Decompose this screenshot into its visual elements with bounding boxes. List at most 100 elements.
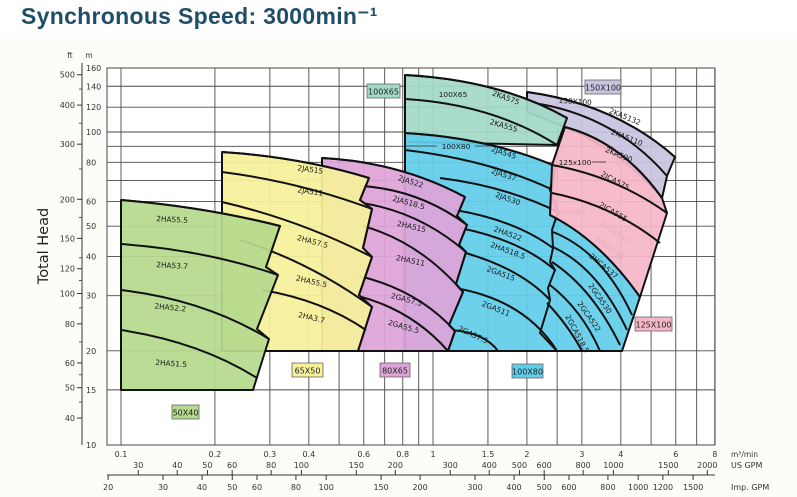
y-tick-label-ft: 60 (65, 359, 75, 368)
performance-curve (552, 231, 633, 316)
x-unit-imp-gpm: Imp. GPM (731, 483, 769, 492)
x-tick-label-us-gpm: 600 (537, 461, 552, 470)
x-tick-label-us-gpm: 80 (266, 461, 276, 470)
series-tag-box (634, 316, 673, 332)
y-tick-label-m: 140 (86, 82, 101, 91)
y-tick-label-ft: 40 (65, 414, 75, 423)
series-tag-label: 65X50 (295, 367, 321, 376)
x-tick-label-us-gpm: 400 (482, 461, 497, 470)
performance-curve (120, 329, 258, 379)
x-tick-label-imp-gpm: 40 (197, 483, 207, 492)
x-tick-label-m3min: 0.8 (396, 450, 409, 459)
x-tick-label-m3min: 6 (673, 450, 678, 459)
y-tick-label-m: 100 (86, 128, 101, 137)
performance-curve (447, 196, 469, 352)
performance-curve (362, 225, 464, 293)
performance-curve (549, 284, 601, 352)
y-tick-label-ft: 100 (60, 290, 75, 299)
series-tag-125x100: 125X100 (634, 316, 673, 332)
series-tag-box (511, 363, 544, 379)
series-tag-label: 125X100 (635, 321, 671, 330)
performance-curve (459, 227, 556, 271)
y-tick-label-ft: 150 (60, 234, 75, 243)
x-tick-label-m3min: 2 (524, 450, 529, 459)
y-tick-label-m: 120 (86, 103, 101, 112)
page-title: Synchronous Speed: 3000min⁻¹ (21, 3, 378, 29)
y-tick-label-m: 40 (86, 253, 96, 262)
y-tick-label-m: 30 (86, 292, 96, 301)
y-axis-title: Total Head (36, 208, 52, 285)
x-tick-label-us-gpm: 1500 (658, 461, 678, 470)
x-tick-label-m3min: 1.5 (482, 450, 495, 459)
x-tick-label-m3min: 0.1 (115, 450, 128, 459)
performance-curve (358, 275, 456, 332)
performance-curve (551, 192, 661, 244)
y-tick-label-m: 15 (86, 386, 96, 395)
series-tag-label: 80X65 (382, 367, 408, 376)
y-tick-label-ft: 400 (60, 101, 75, 110)
series-tag-65x50: 65X50 (291, 362, 324, 378)
x-tick-label-imp-gpm: 30 (158, 483, 168, 492)
y-tick-label-m: 60 (86, 197, 96, 206)
performance-curve (526, 91, 676, 158)
x-tick-label-imp-gpm: 1200 (653, 483, 673, 492)
model-label: 2JA511 (297, 185, 324, 198)
x-tick-label-us-gpm: 50 (202, 461, 212, 470)
y-tick-label-ft: 500 (60, 71, 75, 80)
model-label: 100X80 (442, 142, 471, 151)
y-tick-label-m: 10 (86, 441, 96, 450)
x-tick-label-us-gpm: 30 (133, 461, 143, 470)
x-tick-label-m3min: 0.6 (357, 450, 370, 459)
series-tag-box (366, 83, 401, 99)
model-label: 2HA51.5 (155, 358, 188, 369)
y-unit-m: m (85, 51, 92, 60)
x-tick-label-us-gpm: 2000 (697, 461, 717, 470)
x-tick-label-m3min: 3 (579, 450, 584, 459)
x-tick-label-imp-gpm: 200 (412, 483, 427, 492)
x-tick-label-imp-gpm: 1500 (683, 483, 703, 492)
y-tick-label-ft: 80 (65, 320, 75, 329)
performance-curve (404, 74, 568, 119)
performance-curve (221, 171, 373, 210)
x-tick-label-us-gpm: 500 (512, 461, 527, 470)
series-tag-box (171, 404, 200, 420)
x-tick-label-us-gpm: 150 (349, 461, 364, 470)
series-tag-box (291, 362, 324, 378)
series-tag-50x40: 50X40 (171, 404, 200, 420)
x-tick-label-imp-gpm: 800 (600, 483, 615, 492)
x-tick-label-imp-gpm: 300 (467, 483, 482, 492)
plot-frame (106, 67, 716, 446)
performance-curve (454, 287, 558, 352)
x-tick-label-us-gpm: 200 (388, 461, 403, 470)
series-tag-label: 100X80 (512, 368, 543, 377)
series-tag-label: 50X40 (173, 409, 199, 418)
model-label: 2HA55.5 (156, 214, 188, 225)
x-tick-label-imp-gpm: 20 (103, 483, 113, 492)
series-tag-box (379, 362, 411, 378)
x-axes: 0.1 0.2 0.3 0.4 0.6 0.8 1 1.5 2 3 4 6 8 30 40 50 60 80 100… (103, 450, 769, 492)
x-tick-label-us-gpm: 300 (443, 461, 458, 470)
x-tick-label-imp-gpm: 500 (537, 483, 552, 492)
y-tick-label-m: 160 (86, 64, 101, 73)
series-tag-100x80: 100X80 (511, 363, 544, 379)
performance-curve (357, 177, 374, 352)
y-tick-label-m: 20 (86, 347, 96, 356)
x-tick-label-m3min: 8 (712, 450, 717, 459)
y-tick-label-m: 80 (86, 158, 96, 167)
series-tag-150x100: 150X100 (584, 79, 622, 95)
x-tick-label-us-gpm: 100 (294, 461, 309, 470)
performance-curve (539, 103, 668, 177)
region-fill (120, 199, 281, 391)
performance-curve (221, 201, 373, 258)
x-tick-label-imp-gpm: 80 (291, 483, 301, 492)
model-label: 125x100 (559, 158, 592, 167)
performance-curve (221, 151, 370, 179)
performance-curve (454, 209, 554, 249)
x-tick-label-imp-gpm: 150 (373, 483, 388, 492)
model-label: 2HA53.7 (156, 260, 188, 271)
x-tick-label-imp-gpm: 1000 (628, 483, 648, 492)
x-tick-label-us-gpm: 60 (227, 461, 237, 470)
performance-curve (461, 251, 551, 301)
model-label: 100X65 (439, 90, 468, 99)
